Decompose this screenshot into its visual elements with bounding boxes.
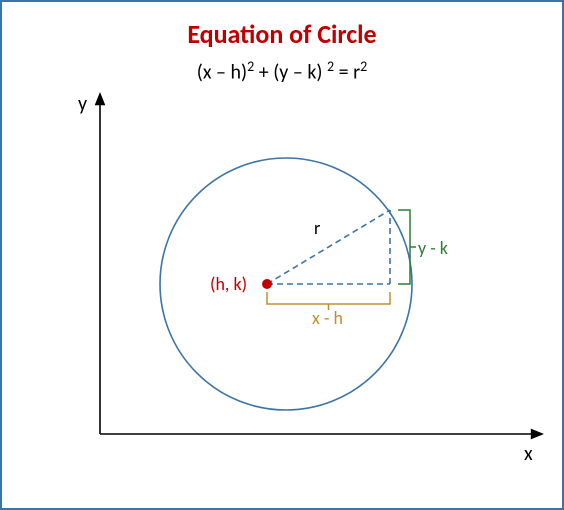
y-axis-label: y [78,92,87,116]
diagram-svg: y x (h, k) r x - h y - k [2,2,562,508]
y-minus-k-bracket [398,210,410,284]
y-minus-k-label: y - k [418,237,448,259]
diagram-frame: Equation of Circle (x – h)2 + (y – k) 2 … [0,0,564,510]
x-minus-h-bracket [267,292,390,304]
center-point [262,279,272,289]
y-axis-arrow [95,92,106,105]
x-axis-arrow [531,429,544,440]
x-axis-label: x [524,442,533,466]
center-label: (h, k) [210,273,247,295]
radius-label: r [314,217,320,239]
x-minus-h-label: x - h [312,307,343,329]
triangle-hypotenuse [267,210,390,284]
circle [160,158,412,410]
